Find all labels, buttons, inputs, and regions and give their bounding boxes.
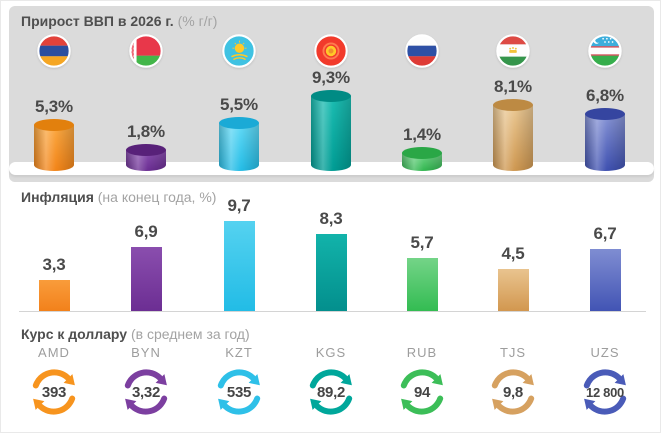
fx-section-title: Курс к доллару (в среднем за год) [21, 326, 250, 342]
currency-code-rub: RUB [406, 345, 438, 360]
gdp-title-unit: (% г/г) [177, 13, 218, 29]
armenia-flag-icon [37, 34, 71, 68]
inflation-bar-uzbekistan [590, 249, 621, 311]
inflation-value-uzbekistan: 6,7 [593, 224, 617, 243]
inflation-section-title: Инфляция (на конец года, %) [21, 189, 216, 205]
inflation-bar-tajikistan [498, 269, 529, 311]
currency-code-amd: AMD [38, 345, 70, 360]
gdp-value-kazakhstan: 5,5% [220, 95, 258, 114]
gdp-value-armenia: 5,3% [35, 97, 73, 116]
fx-rate-byn: 3,32 [132, 383, 160, 401]
gdp-cylinder-tajikistan [493, 99, 533, 171]
fx-rate-tjs: 9,8 [503, 383, 523, 401]
gdp-cylinder-russia [402, 147, 442, 171]
gdp-value-tajikistan: 8,1% [494, 77, 532, 96]
gdp-cylinder-uzbekistan [585, 108, 625, 171]
kazakhstan-flag-icon [222, 34, 256, 68]
fx-rate-amd: 393 [41, 383, 67, 401]
cycle-arrows-icon-amd [26, 364, 82, 420]
kyrgyzstan-flag-icon [314, 34, 348, 68]
inflation-bar-armenia [39, 280, 70, 311]
cycle-arrows-icon-rub [394, 364, 450, 420]
cycle-arrows-icon-tjs [485, 364, 541, 420]
gdp-cylinder-kyrgyzstan [311, 90, 351, 171]
russia-flag-icon [405, 34, 439, 68]
inflation-value-armenia: 3,3 [42, 255, 66, 274]
gdp-cylinder-armenia [34, 119, 74, 171]
inflation-axis-line [19, 311, 646, 312]
inflation-value-tajikistan: 4,5 [501, 244, 525, 263]
fx-title-text: Курс к доллару [21, 326, 128, 342]
inflation-value-russia: 5,7 [410, 233, 434, 252]
cycle-arrows-icon-kzt [211, 364, 267, 420]
inflation-bar-kyrgyzstan [316, 234, 347, 311]
inflation-value-belarus: 6,9 [134, 222, 158, 241]
inflation-title-unit: (на конец года, %) [97, 189, 217, 205]
currency-code-kzt: KZT [225, 345, 253, 360]
inflation-bar-russia [407, 258, 438, 311]
gdp-value-kyrgyzstan: 9,3% [312, 68, 350, 87]
belarus-flag-icon [129, 34, 163, 68]
gdp-cylinder-kazakhstan [219, 117, 259, 171]
fx-rate-kzt: 535 [226, 383, 252, 401]
gdp-section-title: Прирост ВВП в 2026 г. (% г/г) [21, 13, 217, 29]
fx-rate-rub: 94 [413, 383, 431, 401]
gdp-value-belarus: 1,8% [127, 122, 165, 141]
fx-rate-uzs: 12 800 [586, 384, 624, 400]
gdp-value-uzbekistan: 6,8% [586, 86, 624, 105]
currency-code-uzs: UZS [590, 345, 620, 360]
fx-title-unit: (в среднем за год) [130, 326, 250, 342]
inflation-value-kazakhstan: 9,7 [227, 196, 251, 215]
cycle-arrows-icon-kgs [303, 364, 359, 420]
inflation-bar-belarus [131, 247, 162, 311]
fx-rate-kgs: 89,2 [317, 383, 345, 401]
currency-code-tjs: TJS [499, 345, 527, 360]
gdp-value-russia: 1,4% [403, 125, 441, 144]
inflation-bar-kazakhstan [224, 221, 255, 311]
tajikistan-flag-icon [496, 34, 530, 68]
gdp-cylinder-belarus [126, 144, 166, 171]
currency-code-kgs: KGS [315, 345, 347, 360]
currency-code-byn: BYN [131, 345, 161, 360]
inflation-title-text: Инфляция [21, 189, 94, 205]
inflation-value-kyrgyzstan: 8,3 [319, 209, 343, 228]
cycle-arrows-icon-byn [118, 364, 174, 420]
gdp-title-text: Прирост ВВП в 2026 г. [21, 13, 174, 29]
cycle-arrows-icon-uzs [577, 364, 633, 420]
uzbekistan-flag-icon [588, 34, 622, 68]
